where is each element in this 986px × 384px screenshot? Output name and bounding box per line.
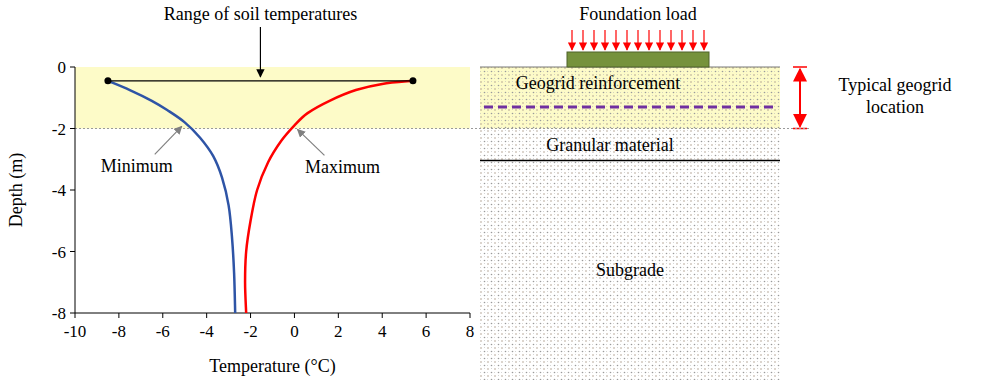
location-line: Typical geogrid [838, 75, 951, 95]
soil-texture [480, 67, 780, 380]
x-tick [118, 313, 119, 318]
location-label: Typical geogridlocation [838, 75, 951, 117]
x-axis [75, 313, 470, 314]
band-boundary [75, 128, 810, 129]
series-label-arrow [297, 129, 324, 155]
x-tick [75, 313, 76, 318]
x-tick [162, 313, 163, 318]
load-arrow [692, 30, 693, 50]
series-label-arrow [155, 126, 182, 154]
range-end-dot [104, 77, 111, 84]
load-arrow [670, 30, 671, 50]
geogrid-line [484, 105, 776, 108]
y-tick-label: -4 [52, 181, 67, 200]
load-arrow [637, 30, 638, 50]
load-arrow [582, 30, 583, 50]
series-line [245, 81, 413, 313]
x-tick-label: 6 [422, 322, 431, 341]
x-tick-label: -6 [156, 322, 170, 341]
x-tick [294, 313, 295, 318]
x-tick [338, 313, 339, 318]
load-arrow [604, 30, 605, 50]
load-arrow [703, 30, 704, 50]
highlight-band [75, 67, 470, 129]
layer-boundary [480, 160, 780, 162]
x-tick [250, 313, 251, 318]
load-arrow [615, 30, 616, 50]
y-tick-label: 0 [58, 58, 67, 77]
load-arrow [571, 30, 572, 50]
x-tick-label: -2 [243, 322, 257, 341]
y-tick-label: -8 [52, 304, 66, 323]
y-tick-label: -2 [52, 120, 66, 139]
title: Range of soil temperatures [164, 4, 357, 24]
y-axis-title: Depth (m) [6, 153, 27, 227]
x-tick-label: -4 [200, 322, 215, 341]
x-tick [426, 313, 427, 318]
diagram: Geogrid reinforcement Granular material Su… [480, 4, 952, 380]
load-arrow [681, 30, 682, 50]
location-arrow [799, 69, 801, 127]
layer-label: Geogrid reinforcement [516, 73, 680, 93]
series-group [108, 81, 413, 313]
x-axis-title: Temperature (°C) [209, 356, 335, 377]
figure: Geogrid reinforcement Granular material Su… [0, 0, 986, 384]
series-label: Minimum [101, 156, 173, 176]
load-arrow [648, 30, 649, 50]
range-line [108, 80, 413, 81]
x-tick-label: 4 [378, 322, 387, 341]
y-tick [70, 128, 75, 129]
y-tick [70, 251, 75, 252]
series-label: Maximum [305, 157, 380, 177]
x-tick [206, 313, 207, 318]
y-tick [70, 190, 75, 191]
title-arrow [260, 27, 261, 77]
y-tick [70, 313, 75, 314]
y-axis [75, 67, 76, 313]
x-tick [382, 313, 383, 318]
location-line: location [866, 97, 924, 117]
x-tick-label: 2 [334, 322, 343, 341]
load-arrow [626, 30, 627, 50]
series-line [108, 81, 235, 313]
load-arrow [659, 30, 660, 50]
x-tick-label: -8 [112, 322, 126, 341]
x-tick-label: 0 [290, 322, 299, 341]
y-tick-label: -6 [52, 243, 66, 262]
load-arrow [593, 30, 594, 50]
layer-label: Subgrade [596, 260, 664, 280]
load-label: Foundation load [579, 4, 697, 24]
location-cap [793, 66, 807, 68]
range-end-dot [409, 77, 416, 84]
x-tick [470, 313, 471, 318]
chart: -10-8-6-4-2024680-2-4-6-8Temperature (°C… [6, 4, 810, 377]
foundation [567, 52, 709, 67]
x-tick-label: -10 [64, 322, 87, 341]
x-tick-label: 8 [466, 322, 475, 341]
y-tick [70, 67, 75, 68]
layer-label: Granular material [546, 135, 673, 155]
